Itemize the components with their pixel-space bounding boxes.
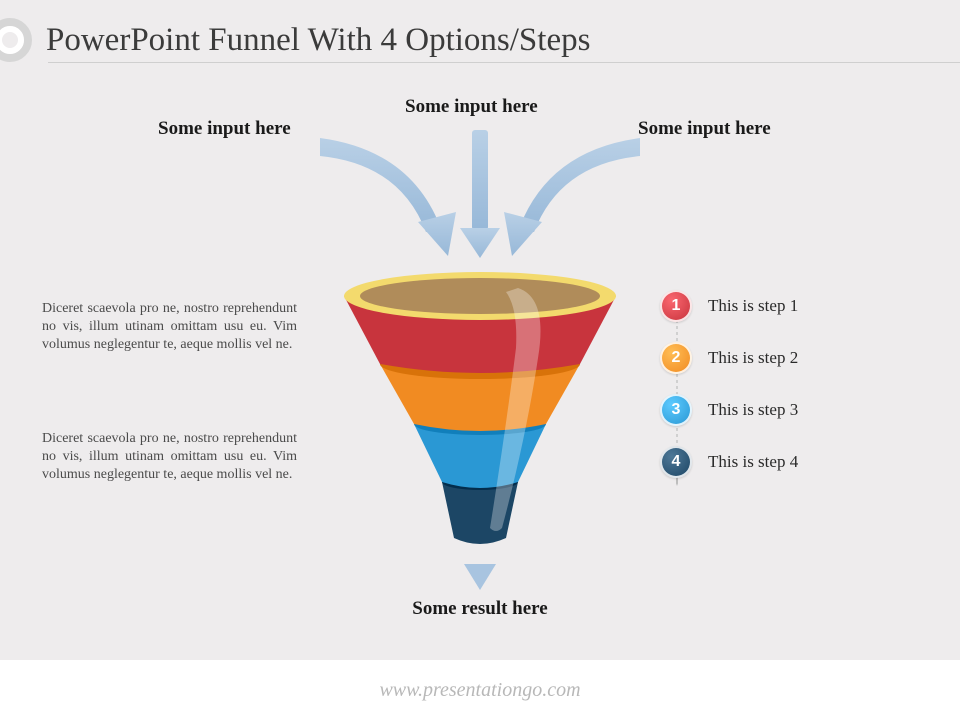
step-row: 1 This is step 1 — [660, 290, 798, 322]
step-bullet: 2 — [660, 342, 692, 374]
output-arrow-icon — [462, 560, 498, 596]
title-bar: PowerPoint Funnel With 4 Options/Steps — [0, 18, 960, 62]
step-bullet: 1 — [660, 290, 692, 322]
input-label-left: Some input here — [158, 118, 291, 140]
steps-legend: 1 This is step 1 2 This is step 2 3 This is s… — [660, 290, 798, 498]
step-label: This is step 3 — [708, 400, 798, 420]
step-label: This is step 1 — [708, 296, 798, 316]
description-paragraph: Diceret scaevola pro ne, nostro reprehen… — [42, 430, 297, 485]
title-underline — [48, 62, 960, 63]
output-label: Some result here — [0, 598, 960, 620]
step-label: This is step 4 — [708, 452, 798, 472]
description-paragraph: Diceret scaevola pro ne, nostro reprehen… — [42, 300, 297, 355]
ring-icon — [0, 18, 32, 62]
step-label: This is step 2 — [708, 348, 798, 368]
step-bullet: 3 — [660, 394, 692, 426]
step-bullet: 4 — [660, 446, 692, 478]
slide-title: PowerPoint Funnel With 4 Options/Steps — [46, 22, 590, 59]
step-row: 2 This is step 2 — [660, 342, 798, 374]
footer: www.presentationgo.com — [0, 660, 960, 720]
slide: PowerPoint Funnel With 4 Options/Steps S… — [0, 0, 960, 720]
input-label-center: Some input here — [405, 96, 538, 118]
footer-url: www.presentationgo.com — [379, 679, 580, 702]
step-row: 4 This is step 4 — [660, 446, 798, 478]
step-row: 3 This is step 3 — [660, 394, 798, 426]
funnel-diagram — [338, 258, 622, 558]
